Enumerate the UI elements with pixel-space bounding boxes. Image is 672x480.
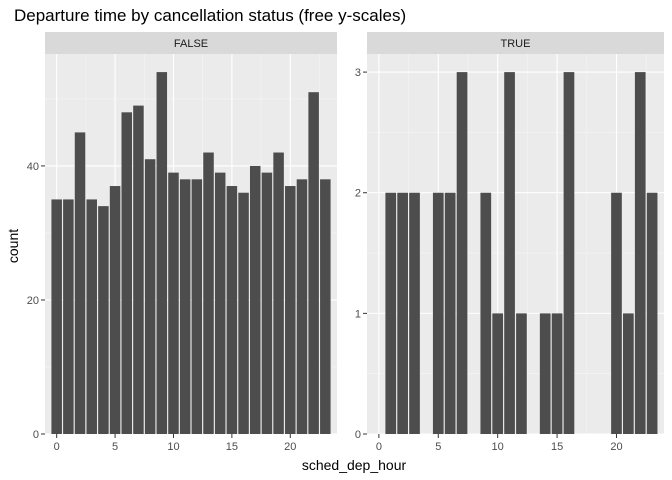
x-tick-label: 20 [610,441,622,453]
bar [156,72,168,434]
bar [51,199,62,434]
bar [86,199,97,434]
bar [504,72,515,434]
x-tick-label: 5 [112,441,118,453]
facet-true: TRUE 0 5 10 15 20 0 1 2 3 [355,32,664,453]
bar [611,192,622,434]
x-tick-label: 15 [551,441,563,453]
bar [226,186,238,434]
chart-title: Departure time by cancellation status (f… [14,6,406,25]
bar [480,192,492,434]
bar [409,192,420,434]
bar [98,206,109,434]
bar [238,192,249,434]
bar [646,192,658,434]
bar [121,112,133,434]
bar [109,186,121,434]
bar [191,179,203,434]
bar [563,72,575,434]
bar [179,179,191,434]
bar [249,165,261,434]
bar [551,313,563,434]
y-tick-label: 40 [27,161,39,173]
bar [432,192,444,434]
x-tick-label: 0 [54,441,60,453]
facet-strip-label: FALSE [174,38,208,50]
bar [444,192,456,434]
bar [273,152,284,434]
bar [320,179,331,434]
x-axis-title: sched_dep_hour [302,457,407,473]
bar [296,179,308,434]
bar [261,172,273,435]
y-tick-label: 0 [33,429,39,441]
facet-strip-label: TRUE [501,38,531,50]
bar [203,152,214,434]
y-tick-label: 20 [27,295,39,307]
bar [74,132,86,434]
y-tick-label: 1 [355,308,361,320]
facet-false: FALSE 0 5 10 15 20 0 20 40 [27,32,337,453]
facet-panels: FALSE 0 5 10 15 20 0 20 40 TRUE 0 5 10 15 20 0 1 2 3 [27,32,664,453]
y-tick-label: 0 [355,429,361,441]
facet-strip [367,32,664,54]
y-axis-title: count [5,229,21,263]
bar [168,172,179,435]
x-tick-label: 0 [376,441,382,453]
bar [385,192,397,434]
x-tick-label: 5 [435,441,441,453]
bar [539,313,551,434]
x-tick-label: 15 [226,441,238,453]
y-tick-label: 2 [355,188,361,200]
bar [214,172,226,435]
bar [516,313,527,434]
bar [492,313,504,434]
bar [456,72,468,434]
bar [634,72,646,434]
x-tick-label: 20 [284,441,296,453]
bar [133,105,144,435]
bar [144,159,156,434]
bar [623,313,634,434]
x-tick-label: 10 [167,441,179,453]
x-tick-label: 10 [492,441,504,453]
bar [285,186,296,434]
bar [397,192,408,434]
bar [63,199,74,434]
y-tick-label: 3 [355,67,361,79]
facet-strip [45,32,337,54]
bar [308,92,319,435]
